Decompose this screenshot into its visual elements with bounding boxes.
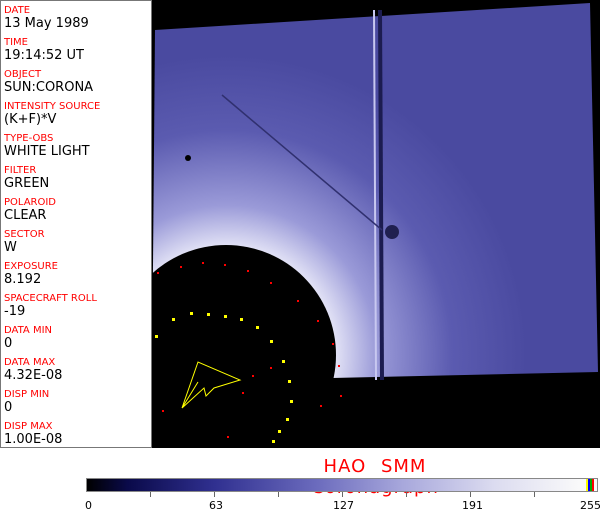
field-exposure: EXPOSURE 8.192 bbox=[4, 261, 58, 287]
colorbar-label: 63 bbox=[209, 499, 223, 512]
field-label: DATA MAX bbox=[4, 357, 56, 368]
field-data-max: DATA MAX 4.32E-08 bbox=[4, 357, 62, 383]
field-value: -19 bbox=[4, 304, 26, 319]
occulter-pylon bbox=[378, 9, 384, 381]
pylon-edge bbox=[373, 9, 377, 381]
field-filter: FILTER GREEN bbox=[4, 165, 49, 191]
field-value: (K+F)*V bbox=[4, 112, 57, 127]
dark-spot bbox=[385, 225, 399, 239]
colorbar-overlay-colors bbox=[586, 479, 594, 491]
colorbar-label: 0 bbox=[85, 499, 92, 512]
field-label: DISP MAX bbox=[4, 421, 53, 432]
field-label: DATE bbox=[4, 5, 31, 16]
field-label: DATA MIN bbox=[4, 325, 52, 336]
field-value: WHITE LIGHT bbox=[4, 144, 90, 159]
coronagraph-image bbox=[116, 0, 600, 465]
field-time: TIME 19:14:52 UT bbox=[4, 37, 84, 63]
colorbar-tick bbox=[278, 492, 279, 497]
field-value: GREEN bbox=[4, 176, 50, 191]
coronagraph-image-svg bbox=[116, 3, 600, 465]
field-label: DISP MIN bbox=[4, 389, 50, 400]
colorbar-label: 127 bbox=[333, 499, 354, 512]
field-disp-min: DISP MIN 0 bbox=[4, 389, 49, 415]
field-value: W bbox=[4, 240, 17, 255]
field-value: SUN:CORONA bbox=[4, 80, 94, 95]
field-spacecraft-roll: SPACECRAFT ROLL -19 bbox=[4, 293, 97, 319]
field-value: 1.00E-08 bbox=[4, 432, 63, 447]
colorbar-tick bbox=[342, 492, 343, 497]
field-type-obs: TYPE-OBS WHITE LIGHT bbox=[4, 133, 90, 159]
colorbar bbox=[86, 478, 598, 492]
field-label: INTENSITY SOURCE bbox=[4, 101, 101, 112]
colorbar-tick bbox=[214, 492, 215, 497]
field-value: CLEAR bbox=[4, 208, 47, 223]
field-label: SECTOR bbox=[4, 229, 45, 240]
colorbar-tick bbox=[150, 492, 151, 497]
field-value: 8.192 bbox=[4, 272, 42, 287]
dark-spot bbox=[185, 155, 191, 161]
field-value: 13 May 1989 bbox=[4, 16, 89, 31]
colorbar-tick bbox=[406, 492, 407, 497]
field-value: 19:14:52 UT bbox=[4, 48, 84, 63]
yellow-markers bbox=[155, 312, 293, 443]
field-label: POLAROID bbox=[4, 197, 57, 208]
diagonal-streak bbox=[221, 94, 383, 231]
field-value: 0 bbox=[4, 336, 13, 351]
field-data-min: DATA MIN 0 bbox=[4, 325, 52, 351]
field-label: FILTER bbox=[4, 165, 37, 176]
field-value: 4.32E-08 bbox=[4, 368, 63, 383]
field-disp-max: DISP MAX 1.00E-08 bbox=[4, 421, 62, 447]
field-polaroid: POLAROID CLEAR bbox=[4, 197, 56, 223]
field-value: 0 bbox=[4, 400, 13, 415]
colorbar-tick bbox=[534, 492, 535, 497]
colorbar-tick bbox=[470, 492, 471, 497]
colorbar-label: 191 bbox=[462, 499, 483, 512]
field-label: OBJECT bbox=[4, 69, 42, 80]
sun-marker bbox=[181, 361, 242, 409]
field-date: DATE 13 May 1989 bbox=[4, 5, 89, 31]
field-label: TIME bbox=[4, 37, 29, 48]
red-markers bbox=[157, 262, 342, 438]
field-label: TYPE-OBS bbox=[4, 133, 54, 144]
field-intensity-source: INTENSITY SOURCE (K+F)*V bbox=[4, 101, 100, 127]
header-info-panel: DATE 13 May 1989 TIME 19:14:52 UT OBJECT SUN:… bbox=[0, 0, 152, 448]
field-sector: SECTOR W bbox=[4, 229, 45, 255]
field-label: SPACECRAFT ROLL bbox=[4, 293, 97, 304]
field-label: EXPOSURE bbox=[4, 261, 59, 272]
colorbar-label: 255 bbox=[580, 499, 600, 512]
field-object: OBJECT SUN:CORONA bbox=[4, 69, 93, 95]
